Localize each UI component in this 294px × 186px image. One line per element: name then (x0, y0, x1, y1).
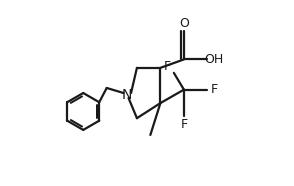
Text: O: O (179, 17, 189, 30)
Text: OH: OH (205, 53, 224, 66)
Text: N: N (122, 88, 132, 102)
Text: F: F (180, 118, 188, 131)
Text: F: F (163, 60, 171, 73)
Text: F: F (211, 83, 218, 96)
